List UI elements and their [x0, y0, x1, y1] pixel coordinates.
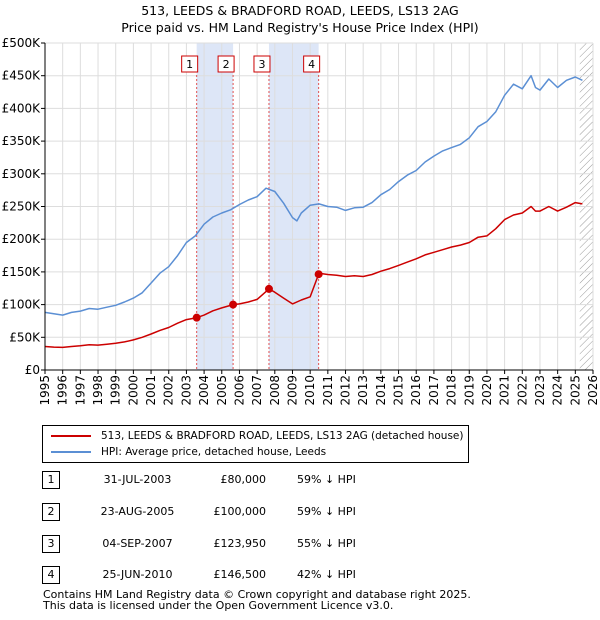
sale-date: 31-JUL-2003 [103, 473, 172, 486]
legend-label-property: 513, LEEDS & BRADFORD ROAD, LEEDS, LS13 … [101, 430, 464, 442]
sale-hpi-diff: 55% ↓ HPI [297, 537, 356, 550]
y-tick-label: £50K [9, 330, 41, 344]
sale-point [314, 270, 323, 279]
y-tick-label: £400K [2, 101, 42, 115]
x-tick-label: 2003 [179, 375, 193, 406]
footer-copyright: Contains HM Land Registry data © Crown c… [43, 588, 471, 601]
x-tick-label: 2005 [215, 375, 229, 406]
y-tick-label: £250K [2, 200, 42, 214]
sale-hpi-diff: 42% ↓ HPI [297, 568, 356, 581]
x-tick-label: 2011 [321, 375, 335, 406]
y-tick-label: £200K [2, 232, 42, 246]
x-tick-label: 2009 [285, 375, 299, 406]
x-tick-label: 1996 [56, 375, 70, 406]
x-tick-label: 1999 [109, 375, 123, 406]
x-tick-label: 2001 [144, 375, 158, 406]
x-tick-label: 2024 [551, 375, 565, 406]
sale-hpi-diff: 59% ↓ HPI [297, 473, 356, 486]
sale-number-badge: 4 [42, 566, 60, 584]
chart-title: 513, LEEDS & BRADFORD ROAD, LEEDS, LS13 … [141, 3, 459, 18]
y-tick-label: £150K [2, 265, 42, 279]
x-tick-label: 2015 [392, 375, 406, 406]
plot-area: 1 2 3 4 £0 £50K £100K £150K £200K £250K £300K £350K… [2, 36, 600, 406]
sale-marker-box [303, 55, 321, 73]
x-tick-label: 2007 [250, 375, 264, 406]
sale-price: £146,500 [213, 568, 267, 581]
chart-title-block: 513, LEEDS & BRADFORD ROAD, LEEDS, LS13 … [0, 2, 600, 36]
sale-number-badge: 2 [42, 503, 60, 521]
x-tick-label: 2022 [515, 375, 529, 406]
x-tick-label: 1997 [73, 375, 87, 406]
legend-item-property: 513, LEEDS & BRADFORD ROAD, LEEDS, LS13 … [51, 428, 463, 444]
table-row: 1 31-JUL-2003 £80,000 59% ↓ HPI [42, 471, 442, 491]
legend-label-hpi: HPI: Average price, detached house, Leed… [101, 446, 327, 458]
sale-marker-label: 2 [223, 58, 230, 71]
sale-number-badge: 3 [42, 535, 60, 553]
x-tick-label: 2000 [126, 375, 140, 406]
sale-point [264, 284, 273, 293]
footer-licence: This data is licensed under the Open Gov… [43, 599, 394, 612]
sale-date: 25-JUN-2010 [102, 568, 173, 581]
x-tick-label: 2002 [162, 375, 176, 406]
y-tick-label: £350K [2, 134, 42, 148]
x-tick-label: 2018 [445, 375, 459, 406]
x-tick-label: 2017 [427, 375, 441, 406]
sale-hpi-diff: 59% ↓ HPI [297, 505, 356, 518]
y-tick-label: £0 [25, 363, 40, 377]
legend-swatch-hpi [51, 451, 91, 453]
table-row: 4 25-JUN-2010 £146,500 42% ↓ HPI [42, 566, 442, 586]
x-tick-label: 2019 [462, 375, 476, 406]
x-tick-label: 2016 [409, 375, 423, 406]
table-row: 2 23-AUG-2005 £100,000 59% ↓ HPI [42, 503, 442, 523]
chart-subtitle: Price paid vs. HM Land Registry's House … [121, 20, 479, 35]
x-tick-label: 2008 [268, 375, 282, 406]
sale-marker-box [217, 55, 235, 73]
x-tick-label: 2025 [568, 375, 582, 406]
x-tick-label: 1995 [38, 375, 52, 406]
sale-marker-label: 4 [308, 58, 315, 71]
x-tick-label: 2010 [303, 375, 317, 406]
x-tick-label: 2006 [232, 375, 246, 406]
y-tick-label: £100K [2, 298, 42, 312]
x-tick-label: 1998 [91, 375, 105, 406]
x-tick-label: 2023 [533, 375, 547, 406]
y-tick-label: £300K [2, 167, 42, 181]
x-tick-label: 2020 [480, 375, 494, 406]
sale-price: £80,000 [220, 473, 267, 486]
x-tick-label: 2012 [339, 375, 353, 406]
sale-point [192, 313, 201, 322]
sale-marker-box [253, 55, 271, 73]
x-tick-label: 2004 [197, 375, 211, 406]
y-tick-label: £500K [2, 36, 42, 50]
sale-date: 23-AUG-2005 [100, 505, 175, 518]
y-tick-label: £450K [2, 69, 42, 83]
x-tick-label: 2013 [356, 375, 370, 406]
sale-marker-label: 1 [186, 58, 193, 71]
price-chart: 1 2 3 4 £0 £50K £100K £150K £200K £250K £300K £350K… [2, 36, 600, 406]
sale-marker-box [181, 55, 199, 73]
hpi-series-line [44, 74, 583, 316]
sale-number-badge: 1 [42, 471, 60, 489]
sale-price: £100,000 [213, 505, 267, 518]
legend-item-hpi: HPI: Average price, detached house, Leed… [51, 444, 326, 460]
legend: 513, LEEDS & BRADFORD ROAD, LEEDS, LS13 … [42, 425, 469, 463]
sale-marker-label: 3 [258, 58, 265, 71]
sale-date: 04-SEP-2007 [102, 537, 173, 550]
table-row: 3 04-SEP-2007 £123,950 55% ↓ HPI [42, 535, 442, 555]
x-tick-label: 2026 [586, 375, 600, 406]
sale-point [229, 300, 238, 309]
legend-swatch-property [51, 435, 91, 437]
x-tick-label: 2014 [374, 375, 388, 406]
footer: Contains HM Land Registry data © Crown c… [43, 589, 471, 611]
x-tick-label: 2021 [498, 375, 512, 406]
sale-price: £123,950 [213, 537, 267, 550]
